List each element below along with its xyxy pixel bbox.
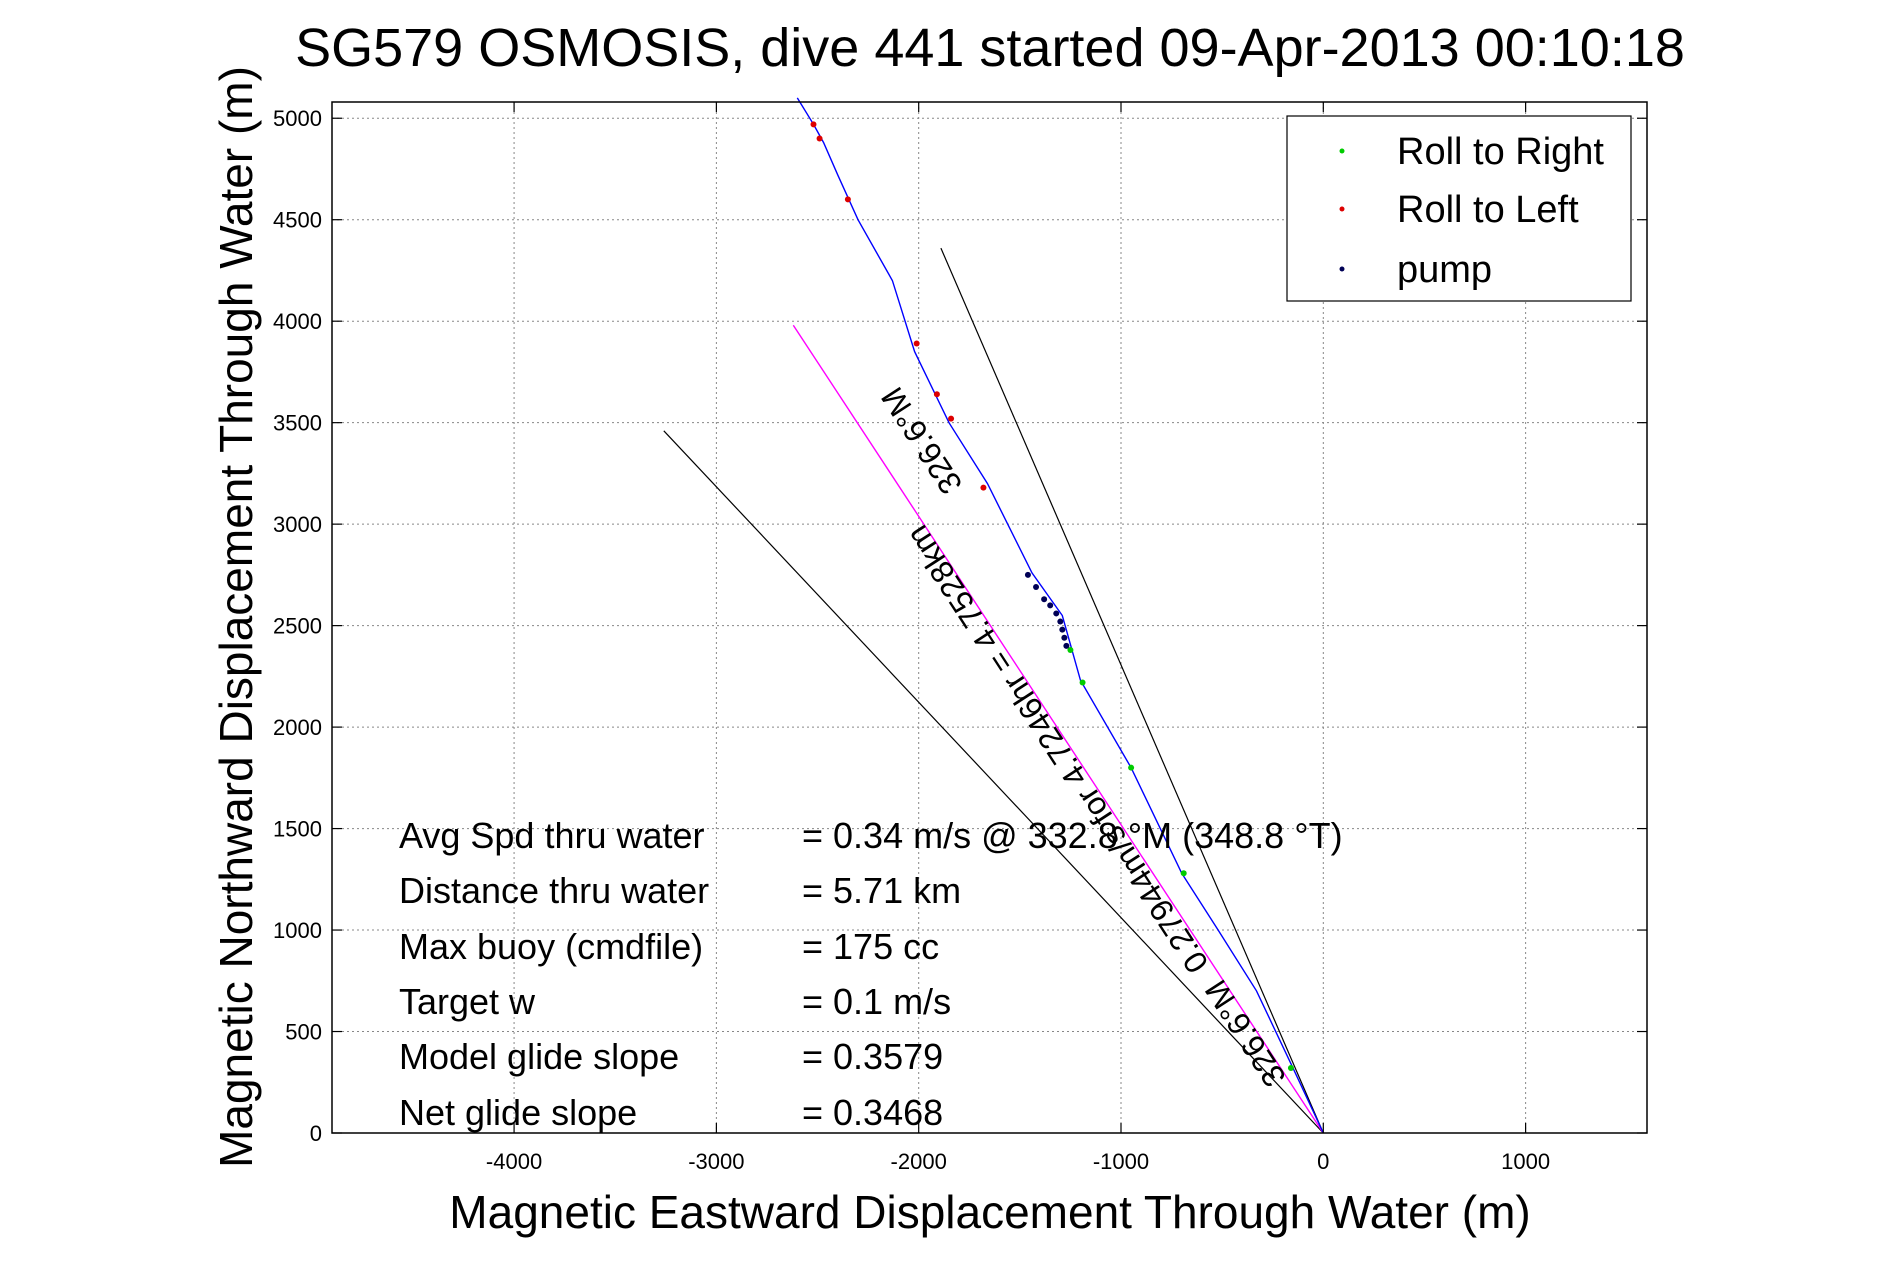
- y-tick-label: 3500: [273, 411, 322, 436]
- plot-frame: [331, 101, 1648, 1134]
- stat-value: = 5.71 km: [802, 870, 961, 911]
- stat-label: Model glide slope: [399, 1036, 679, 1077]
- axis-ticks: -4000 -3000 -2000 -1000 0 1000 0 500 1000 1500 200…: [273, 102, 1647, 1174]
- pump-point: [1024, 571, 1031, 578]
- y-tick-label: 1500: [273, 817, 322, 842]
- roll-left-point: [844, 196, 851, 203]
- y-tick-label: 2000: [273, 715, 322, 740]
- legend-marker: [1339, 206, 1345, 212]
- x-tick-label: 0: [1317, 1149, 1329, 1174]
- x-tick-label: -3000: [688, 1149, 744, 1174]
- y-axis-label: Magnetic Northward Displacement Through …: [210, 66, 262, 1168]
- envelope-line: [940, 247, 1324, 1134]
- legend-marker: [1339, 148, 1345, 154]
- stat-value: = 0.3468: [802, 1092, 943, 1133]
- y-tick-label: 2500: [273, 614, 322, 639]
- roll-left-point: [933, 391, 940, 398]
- roll-right-point: [1287, 1065, 1294, 1072]
- roll-right-point: [1128, 764, 1135, 771]
- stat-value: = 175 cc: [802, 926, 939, 967]
- chart-title: SG579 OSMOSIS, dive 441 started 09-Apr-2…: [295, 18, 1685, 78]
- x-tick-label: -1000: [1093, 1149, 1149, 1174]
- pump-point: [1059, 626, 1066, 633]
- stats-block: Avg Spd thru water = 0.34 m/s @ 332.8 °M …: [399, 815, 1343, 1133]
- legend-label: Roll to Left: [1397, 189, 1579, 231]
- legend: Roll to Right Roll to Left pump: [1286, 115, 1632, 302]
- pump-point: [1063, 642, 1070, 649]
- roll-right-point: [1079, 679, 1086, 686]
- pump-point: [1053, 610, 1060, 617]
- roll-left-point: [816, 135, 823, 142]
- glider-track: [796, 97, 1324, 1134]
- pump-point: [1047, 602, 1054, 609]
- y-tick-label: 1000: [273, 918, 322, 943]
- y-tick-label: 4000: [273, 309, 322, 334]
- y-tick-label: 0: [310, 1121, 322, 1146]
- pump-point: [1041, 596, 1048, 603]
- plot-lines: [663, 97, 1324, 1134]
- stat-label: Avg Spd thru water: [399, 815, 705, 856]
- roll-left-point: [913, 340, 920, 347]
- pump-point: [1057, 618, 1064, 625]
- stat-label: Max buoy (cmdfile): [399, 926, 703, 967]
- roll-right-point: [1067, 646, 1074, 653]
- y-tick-label: 500: [285, 1020, 322, 1045]
- current-line: [792, 324, 1324, 1134]
- stat-label: Net glide slope: [399, 1092, 637, 1133]
- legend-marker: [1339, 266, 1345, 272]
- y-tick-label: 5000: [273, 106, 322, 131]
- envelope-line: [663, 430, 1324, 1134]
- pump-point: [1061, 634, 1068, 641]
- y-tick-label: 3000: [273, 512, 322, 537]
- stat-label: Target w: [399, 981, 536, 1022]
- legend-label: pump: [1397, 249, 1492, 291]
- roll-left-point: [948, 415, 955, 422]
- stat-label: Distance thru water: [399, 870, 709, 911]
- stat-value: = 0.1 m/s: [802, 981, 951, 1022]
- stat-value: = 0.34 m/s @ 332.8 °M (348.8 °T): [802, 815, 1343, 856]
- roll-right-point: [1180, 870, 1187, 877]
- y-tick-label: 4500: [273, 208, 322, 233]
- x-tick-label: -2000: [891, 1149, 947, 1174]
- pump-point: [1033, 584, 1040, 591]
- legend-label: Roll to Right: [1397, 131, 1604, 173]
- stat-value: = 0.3579: [802, 1036, 943, 1077]
- roll-left-point: [810, 121, 817, 128]
- x-tick-label: 1000: [1501, 1149, 1550, 1174]
- x-tick-label: -4000: [486, 1149, 542, 1174]
- roll-left-point: [980, 484, 987, 491]
- plot-markers: [810, 121, 1294, 1072]
- x-axis-label: Magnetic Eastward Displacement Through W…: [449, 1186, 1530, 1238]
